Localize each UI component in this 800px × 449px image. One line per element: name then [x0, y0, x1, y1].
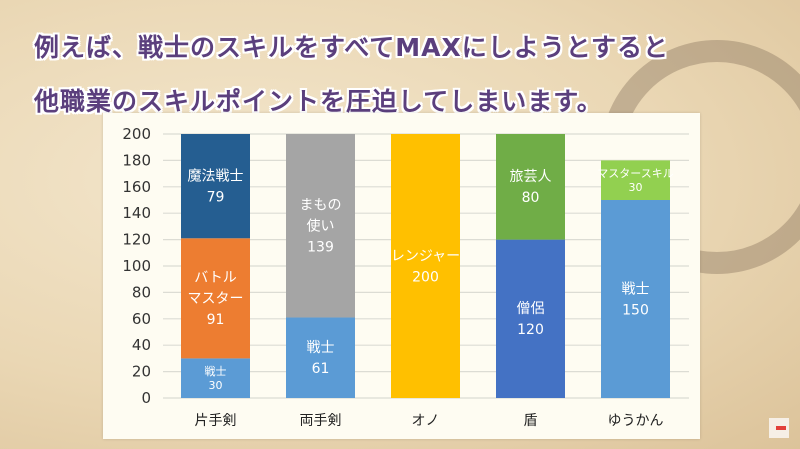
bar-segment — [286, 317, 355, 398]
segment-label: 魔法戦士 — [188, 169, 244, 185]
data-label: 139 — [307, 240, 334, 256]
x-tick-label: 片手剣 — [195, 413, 237, 429]
x-tick-label: 両手剣 — [300, 413, 342, 429]
segment-label: バトル — [194, 270, 236, 286]
y-tick-label: 40 — [132, 336, 151, 354]
data-label: 30 — [209, 379, 223, 392]
channel-logo — [769, 418, 789, 438]
data-label: 150 — [622, 302, 649, 318]
y-tick-label: 0 — [141, 389, 151, 407]
segment-label: 戦士 — [205, 365, 227, 378]
segment-label: 戦士 — [307, 340, 335, 356]
data-label: 80 — [522, 190, 540, 206]
data-label: 79 — [207, 190, 225, 206]
data-label: 120 — [517, 322, 544, 338]
segment-label: まもの — [300, 198, 342, 214]
y-tick-label: 200 — [122, 125, 151, 143]
y-tick-label: 80 — [132, 283, 151, 301]
bar-segment — [391, 134, 460, 398]
segment-label: マスター — [188, 291, 244, 307]
chart-panel: 0 20 40 60 80 100 120 140 160 180 200 戦士 30 バトル マスター 91… — [103, 113, 700, 439]
bar-segment — [601, 160, 670, 200]
x-tick-label: 盾 — [524, 413, 538, 429]
data-label: 30 — [629, 181, 643, 194]
slide-title-line1: 例えば、戦士のスキルをすべてMAXにしようとすると — [34, 33, 670, 62]
bar-segment — [181, 134, 250, 239]
slide-title-line2: 他職業のスキルポイントを圧迫してしまいます。 — [34, 87, 603, 116]
bar-segment — [181, 358, 250, 398]
segment-label: 戦士 — [622, 281, 650, 297]
segment-label: レンジャー — [391, 248, 460, 264]
y-tick-label: 60 — [132, 310, 151, 328]
bar-segment — [496, 134, 565, 240]
data-label: 61 — [312, 361, 330, 377]
segment-label: 僧侶 — [517, 301, 545, 317]
data-label: 200 — [412, 269, 439, 285]
x-tick-label: ゆうかん — [608, 413, 664, 429]
data-label: 91 — [207, 312, 225, 328]
segment-label: 使い — [307, 218, 335, 235]
y-tick-label: 100 — [122, 257, 151, 275]
stacked-bar-chart: 020406080100120140160180200戦士30バトルマスター91… — [122, 125, 689, 429]
bar-segment — [496, 239, 565, 398]
x-tick-label: オノ — [412, 413, 440, 429]
y-tick-label: 140 — [122, 204, 151, 222]
bar-segment — [181, 238, 250, 359]
y-tick-label: 180 — [122, 151, 151, 169]
y-tick-label: 20 — [132, 363, 151, 381]
segment-label: 旅芸人 — [510, 169, 552, 185]
y-tick-label: 160 — [122, 178, 151, 196]
y-tick-label: 120 — [122, 231, 151, 249]
bar-segment — [286, 134, 355, 318]
bar-segment — [601, 200, 670, 398]
segment-label: マスタースキル — [597, 167, 673, 180]
